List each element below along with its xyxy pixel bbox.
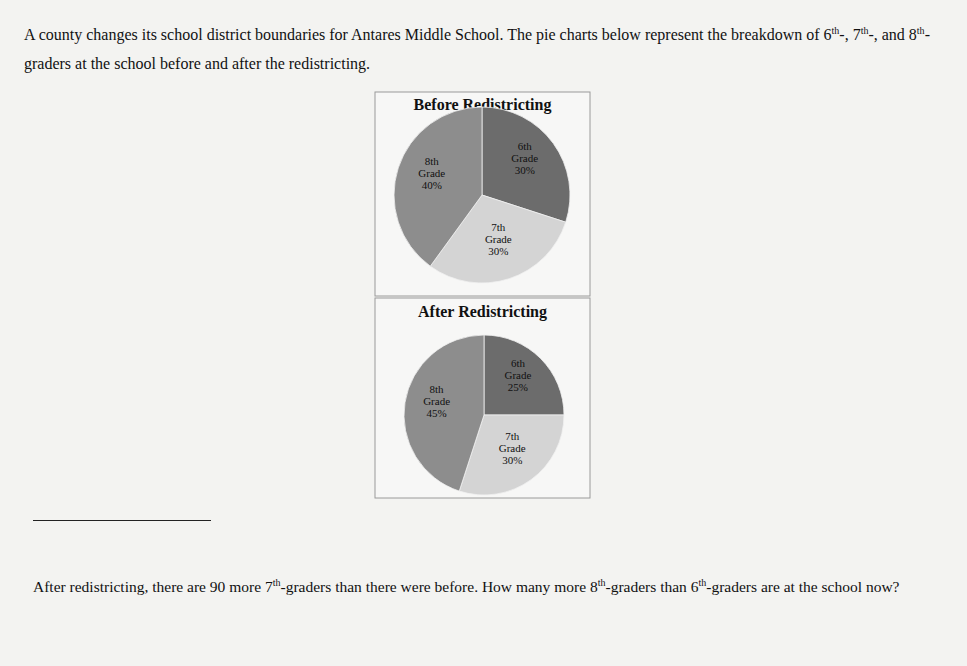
chart-frame (375, 92, 590, 296)
slice-category: 8thGrade (423, 383, 450, 407)
slice-label: 25% (508, 381, 528, 393)
slice-category: 6thGrade (505, 357, 532, 381)
pie-slice (404, 335, 484, 491)
answer-rule (33, 520, 211, 521)
charts: Before Redistricting6thGrade30%7thGrade3… (0, 0, 967, 666)
pie-slice (394, 107, 482, 266)
slice-category: 6thGrade (511, 140, 538, 164)
slice-category: 8thGrade (418, 155, 445, 179)
slice-label: 30% (515, 164, 535, 176)
pie-chart: After Redistricting 6thGrade25% 7thGrade30… (375, 298, 590, 498)
slice-label: 40% (422, 179, 442, 191)
slice-label: 30% (488, 245, 508, 257)
chart-title: After Redistricting (418, 303, 547, 321)
question-text: After redistricting, there are 90 more 7… (33, 571, 928, 602)
pie-slice (484, 335, 564, 415)
intro-text: A county changes its school district bou… (24, 20, 954, 78)
chart-frame (375, 298, 590, 498)
slice-label: 30% (502, 454, 522, 466)
slice-category: 7thGrade (499, 430, 526, 454)
pie-chart: Before Redistricting6thGrade30%7thGrade3… (375, 92, 590, 296)
slice-category: 7thGrade (485, 221, 512, 245)
slice-label: 45% (427, 407, 447, 419)
